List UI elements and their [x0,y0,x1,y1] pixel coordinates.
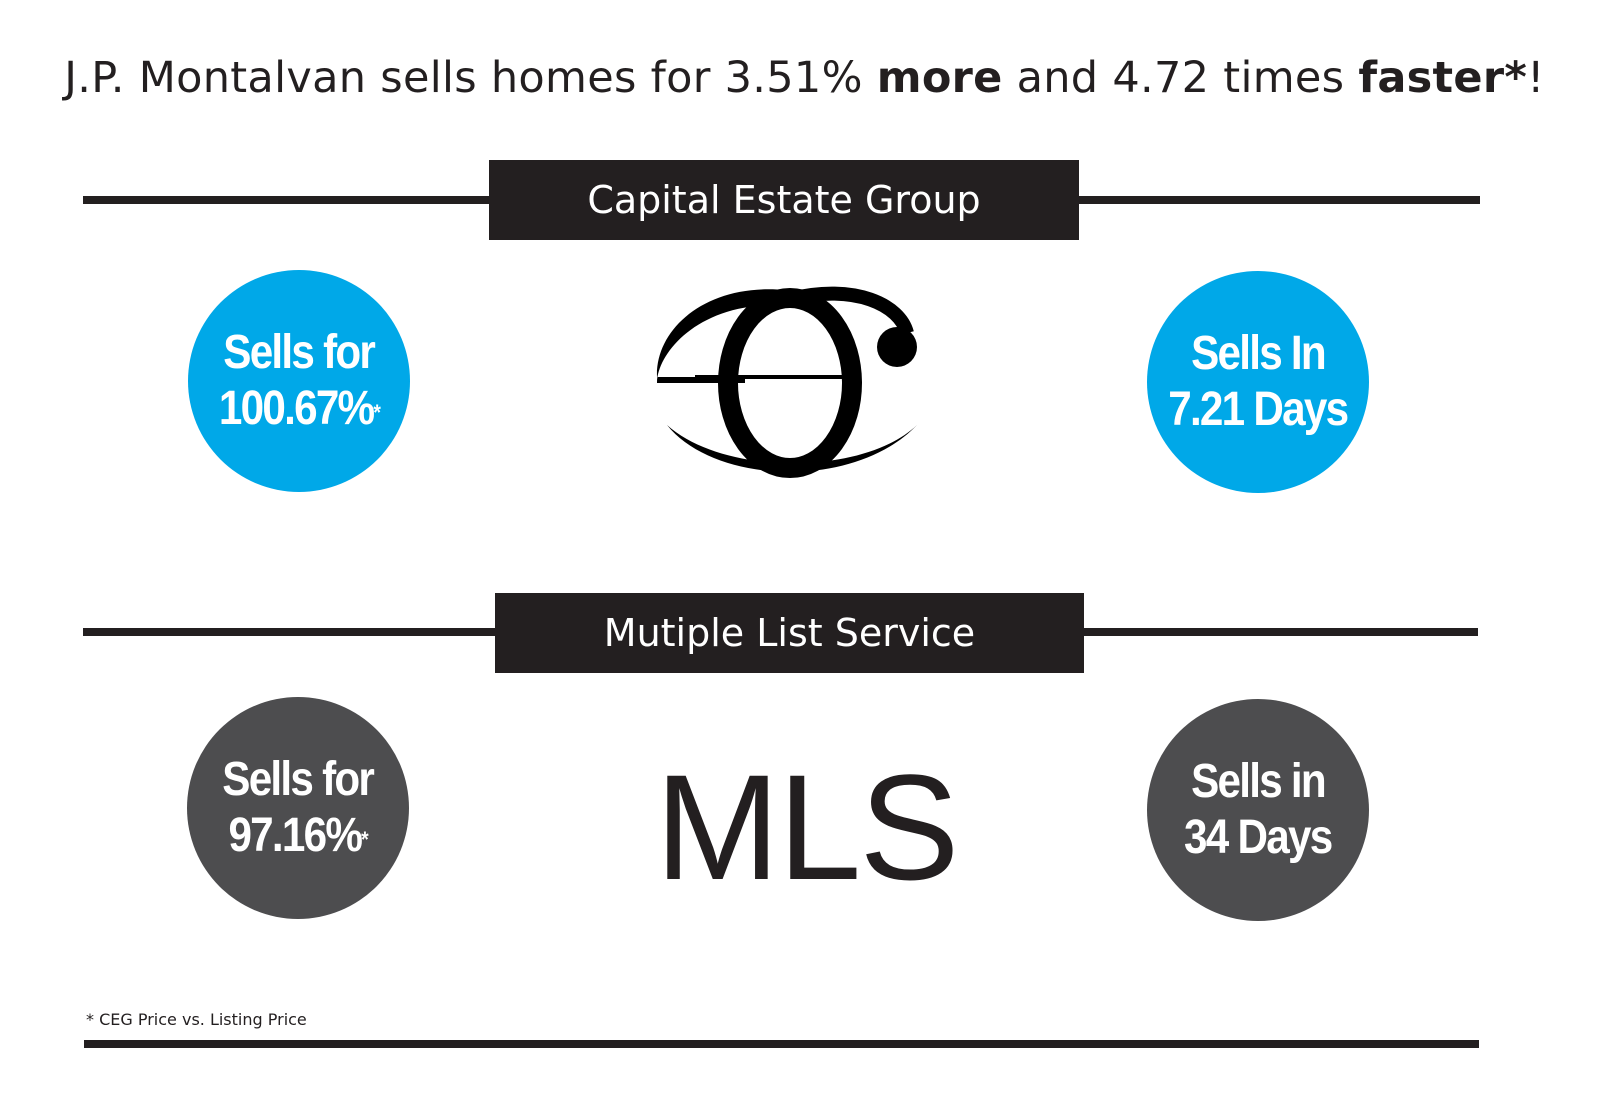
mls-price-badge-line2: 97.16%* [228,808,369,864]
mls-days-badge: Sells in 34 Days [1147,699,1369,921]
ceg-banner: Capital Estate Group [489,160,1079,240]
footnote: * CEG Price vs. Listing Price [86,1010,307,1029]
ceg-price-asterisk: * [373,400,380,425]
ceg-days-badge: Sells In 7.21 Days [1147,271,1369,493]
ceg-rule-right [1075,196,1480,204]
mls-price-asterisk: * [361,827,368,852]
ceg-price-badge-line1: Sells for [223,326,377,379]
mls-days-badge-line1: Sells in [1191,755,1327,808]
ceg-price-value: 100.67% [218,382,375,435]
mls-logo-text: MLS [655,743,959,911]
mls-banner: Mutiple List Service [495,593,1084,673]
mls-price-badge: Sells for 97.16%* [187,697,409,919]
mls-rule-left [83,628,498,636]
ceg-monogram-icon [656,286,917,478]
headline-part2: and 4.72 times [1002,53,1359,103]
ceg-days-badge-line1: Sells In [1191,327,1327,380]
footer-rule [84,1040,1479,1048]
mls-price-value: 97.16% [228,809,363,862]
headline-part3: ! [1527,53,1545,103]
ceg-days-badge-line2: 7.21 Days [1168,383,1349,436]
headline-bold-more: more [876,53,1003,103]
headline-part1: J.P. Montalvan sells homes for 3.51% [64,53,877,103]
headline: J.P. Montalvan sells homes for 3.51% mor… [0,48,1609,108]
headline-bold-faster: faster* [1358,53,1528,103]
mls-rule-right [1080,628,1478,636]
mls-days-badge-line2: 34 Days [1184,811,1333,864]
mls-price-badge-line1: Sells for [222,753,376,806]
ceg-price-badge: Sells for 100.67%* [188,270,410,492]
ceg-price-badge-line2: 100.67%* [218,381,381,437]
ceg-rule-left [83,196,493,204]
